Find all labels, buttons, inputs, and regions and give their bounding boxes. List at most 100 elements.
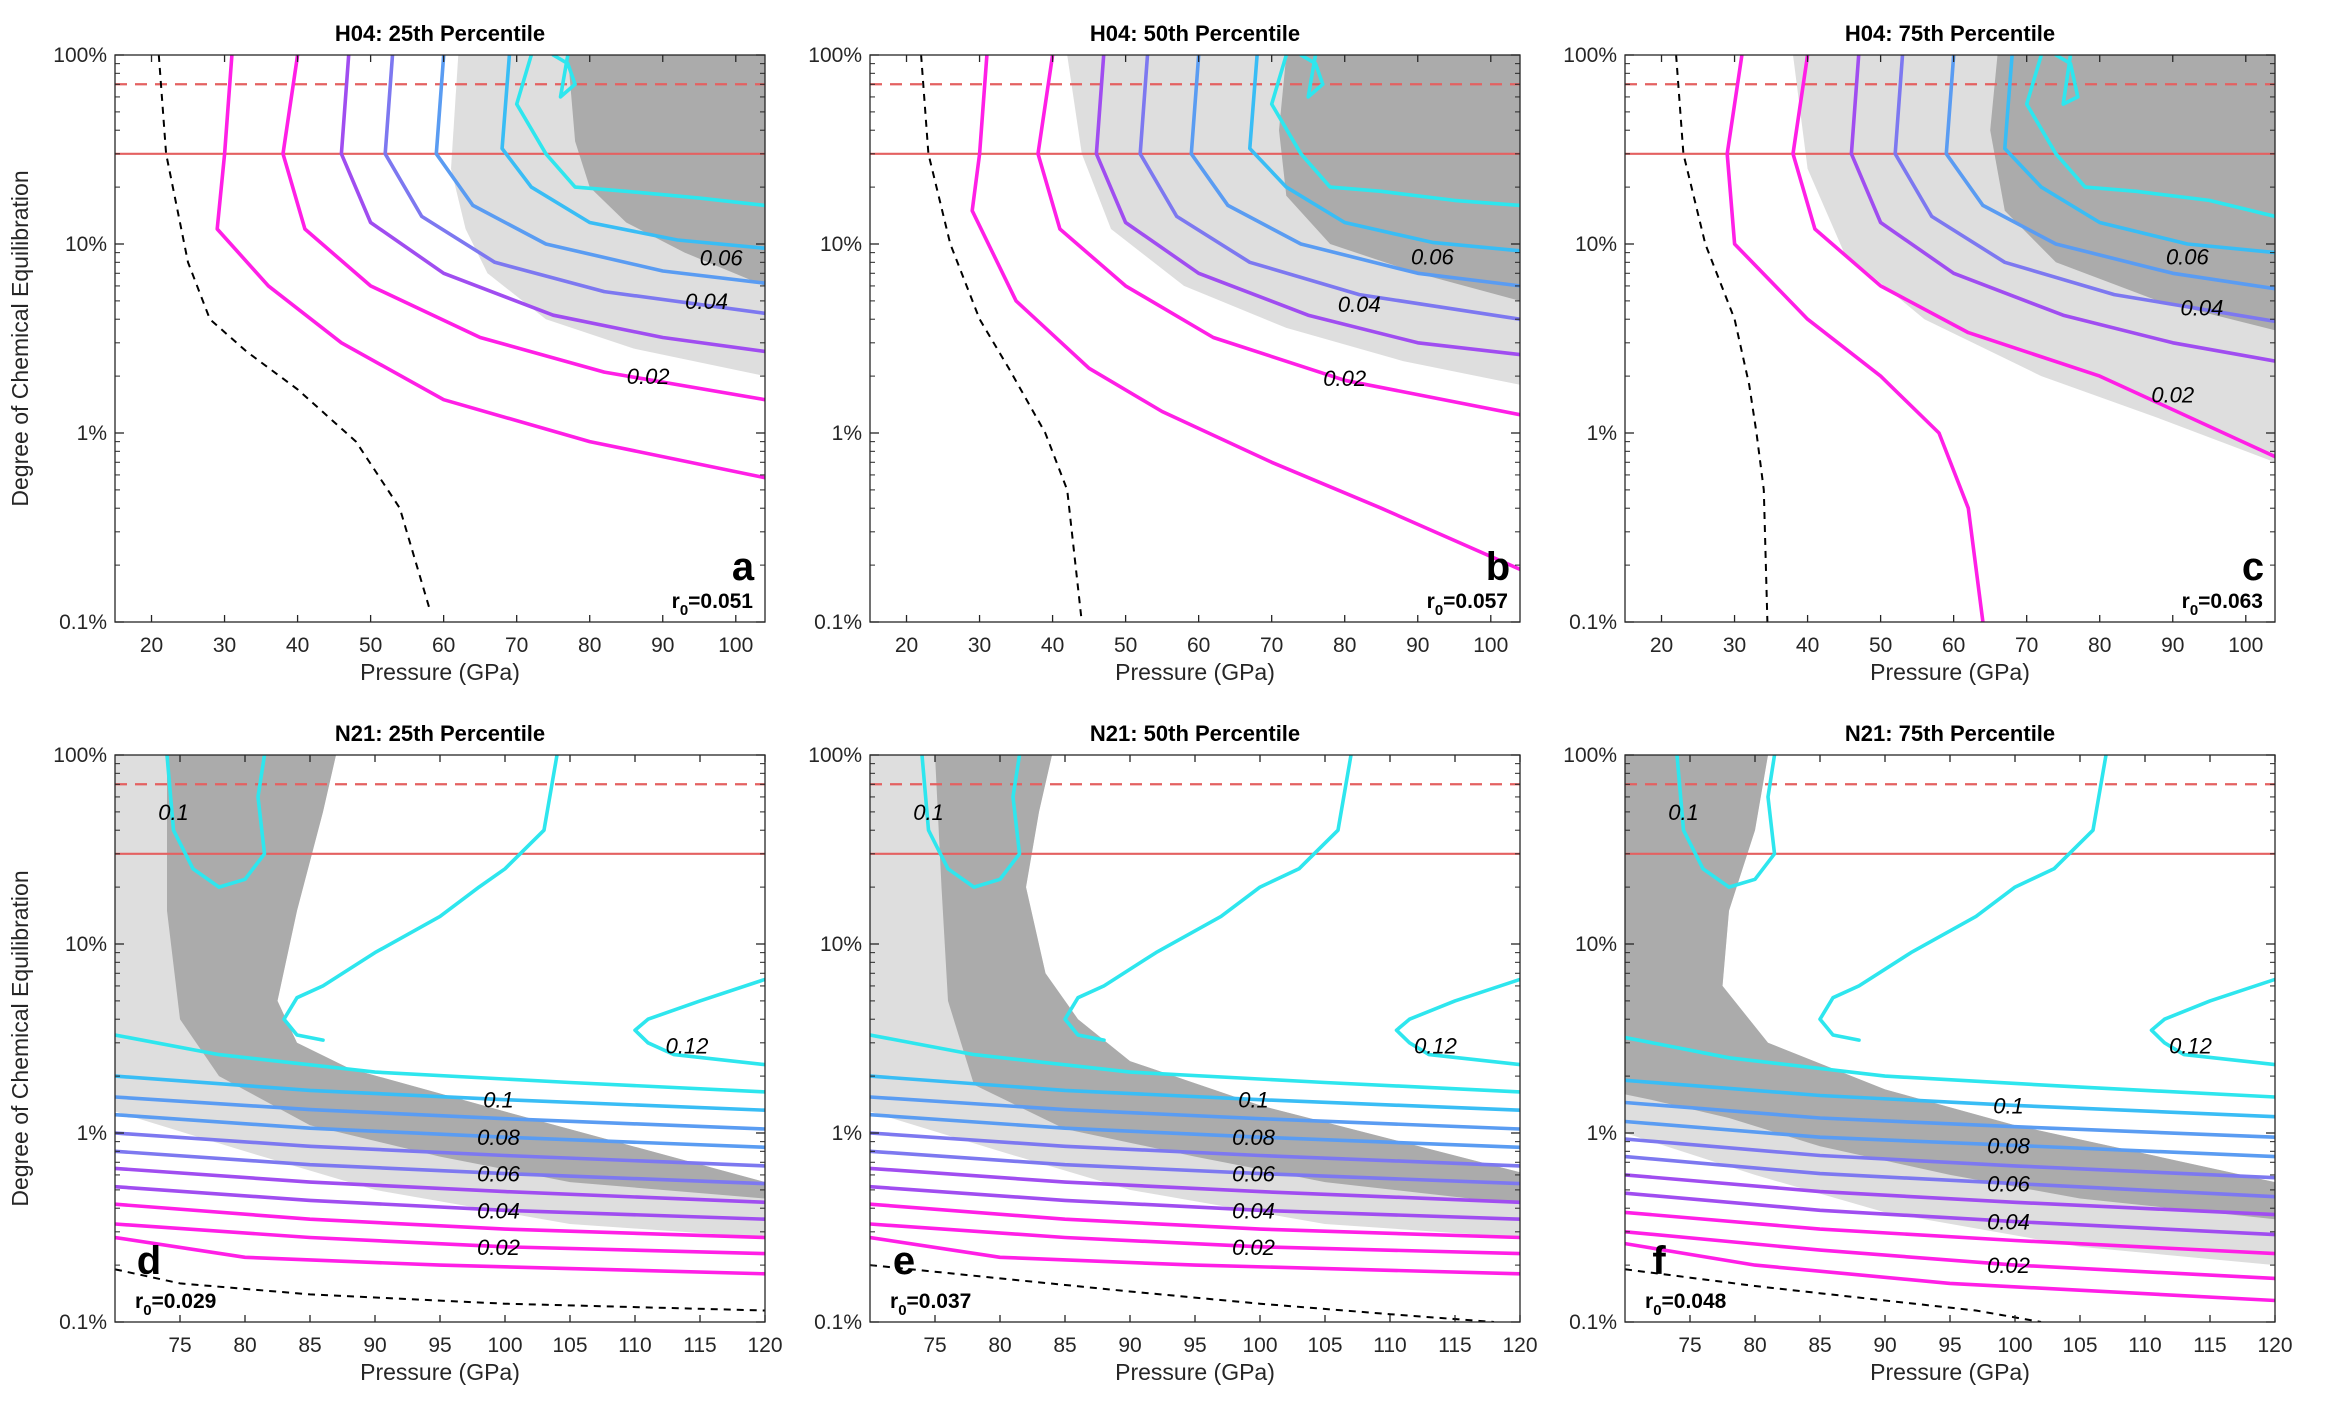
plot-area: 0.02 0.04 0.06 [1625,55,2275,622]
x-axis-label: Pressure (GPa) [1870,659,2030,685]
r0-symbol: r [890,1290,898,1313]
x-tick-label: 80 [233,1334,256,1357]
contour-label: 0.12 [1414,1034,1457,1059]
contour-label: 0.04 [685,289,728,314]
contour-line [1248,55,1520,253]
contour-label: 0.1 [1668,800,1699,825]
contour-line [1625,1137,2275,1180]
contour-line [115,1202,765,1240]
x-tick-label: 30 [213,634,236,657]
r0-subscript: 0 [1653,1302,1661,1319]
plot-area: 0.02 0.04 0.06 [870,55,1520,622]
r0-subscript: 0 [143,1302,151,1319]
band-light [870,755,1520,1238]
contour-label: 0.02 [1323,366,1366,391]
x-axis-label: Pressure (GPa) [1115,659,1275,685]
x-tick-label: 90 [2161,634,2184,657]
r0-value: =0.037 [907,1290,972,1313]
x-tick-label: 90 [363,1334,386,1357]
dashed-curve [1675,55,1769,622]
contour-line [115,1235,765,1276]
contour-label: 0.04 [1987,1210,2030,1235]
dashed-curve [115,1268,765,1312]
r0-annotation: r0=0.057 [1427,590,1508,619]
r0-annotation: r0=0.051 [672,590,754,619]
contour-line [1394,977,1520,1067]
r0-symbol: r [1645,1290,1653,1313]
dashed-curve [870,1264,1495,1322]
x-tick-label: 120 [2257,1334,2292,1357]
contour-label: 0.04 [477,1198,520,1223]
contour-label: 0.04 [1232,1198,1275,1223]
contour-line [870,1033,1520,1094]
y-tick-label: 10% [820,933,862,956]
x-tick-label: 100 [2228,634,2263,657]
x-tick-label: 80 [2088,634,2111,657]
contour-line [870,1074,1520,1112]
contour-label: 0.02 [2151,382,2194,407]
contour-line [115,1074,765,1112]
x-tick-label: 75 [923,1334,946,1357]
contour-line [2149,977,2275,1067]
contour-line [1625,1154,2275,1199]
panel-title: H04: 50th Percentile [1090,21,1300,46]
r0-subscript: 0 [898,1302,906,1319]
y-axis-label: Degree of Chemical Equilibration [7,870,33,1206]
x-tick-label: 20 [895,634,918,657]
x-axis-label: Pressure (GPa) [360,659,520,685]
x-tick-label: 100 [1242,1334,1277,1357]
plot-frame [1624,54,2276,623]
x-tick-label: 115 [1438,1334,1471,1357]
x-tick-label: 70 [2015,634,2038,657]
y-tick-label: 1% [77,422,107,445]
panel-d: 0.02 0.04 0.06 0.08 0.1 0.1 0.12 75 80 85 90 95 100 1… [7,721,783,1385]
contour-label: 0.02 [1232,1235,1275,1260]
contour-label: 0.06 [700,245,744,270]
x-tick-label: 120 [1502,1334,1537,1357]
x-tick-label: 50 [1114,634,1137,657]
contour-line [551,55,577,99]
contour-label: 0.08 [477,1125,521,1150]
x-tick-label: 115 [683,1334,716,1357]
x-tick-label: 85 [1053,1334,1076,1357]
band-dark [1625,755,2275,1220]
panel-b: 0.02 0.04 0.06 20 30 40 50 60 70 80 90 100 0.1% 1% 10%… [808,21,1521,685]
contour-line [970,55,1520,572]
x-tick-label: 75 [1678,1334,1701,1357]
contour-line [870,1235,1520,1276]
r0-symbol: r [2182,590,2190,613]
contour-label: 0.1 [483,1088,514,1113]
y-tick-label: 0.1% [814,611,862,634]
contour-label: 0.06 [2166,244,2210,269]
contour-line [1094,55,1520,357]
band-dark [567,55,765,286]
x-tick-label: 90 [651,634,674,657]
contour-line [1299,55,1325,99]
y-tick-label: 100% [53,744,107,767]
dashed-curve [1625,1268,2042,1322]
contour-line [434,55,765,285]
y-tick-label: 1% [77,1122,107,1145]
x-tick-label: 30 [1723,634,1746,657]
contour-label: 0.12 [2169,1034,2212,1059]
contour-label: 0.12 [666,1034,709,1059]
y-tick-label: 1% [832,1122,862,1145]
x-tick-label: 60 [1187,634,1210,657]
contour-line [1625,1173,2275,1217]
contour-line [1818,755,2108,1042]
y-tick-label: 10% [65,933,107,956]
band-dark [167,755,765,1199]
contour-line [115,1112,765,1150]
plot-area: 0.02 0.04 0.06 0.08 0.1 0.1 0.12 [870,755,1520,1322]
contour-line [870,1222,1520,1256]
panel-letter: c [2242,545,2264,589]
panel-title: H04: 25th Percentile [335,21,545,46]
contour-label: 0.06 [1411,244,1455,269]
x-tick-label: 80 [578,634,601,657]
x-tick-label: 70 [505,634,528,657]
contour-line [1625,1210,2275,1256]
x-tick-label: 75 [168,1334,191,1357]
x-tick-label: 100 [1473,634,1508,657]
contour-label: 0.1 [913,800,944,825]
x-tick-label: 20 [1650,634,1673,657]
